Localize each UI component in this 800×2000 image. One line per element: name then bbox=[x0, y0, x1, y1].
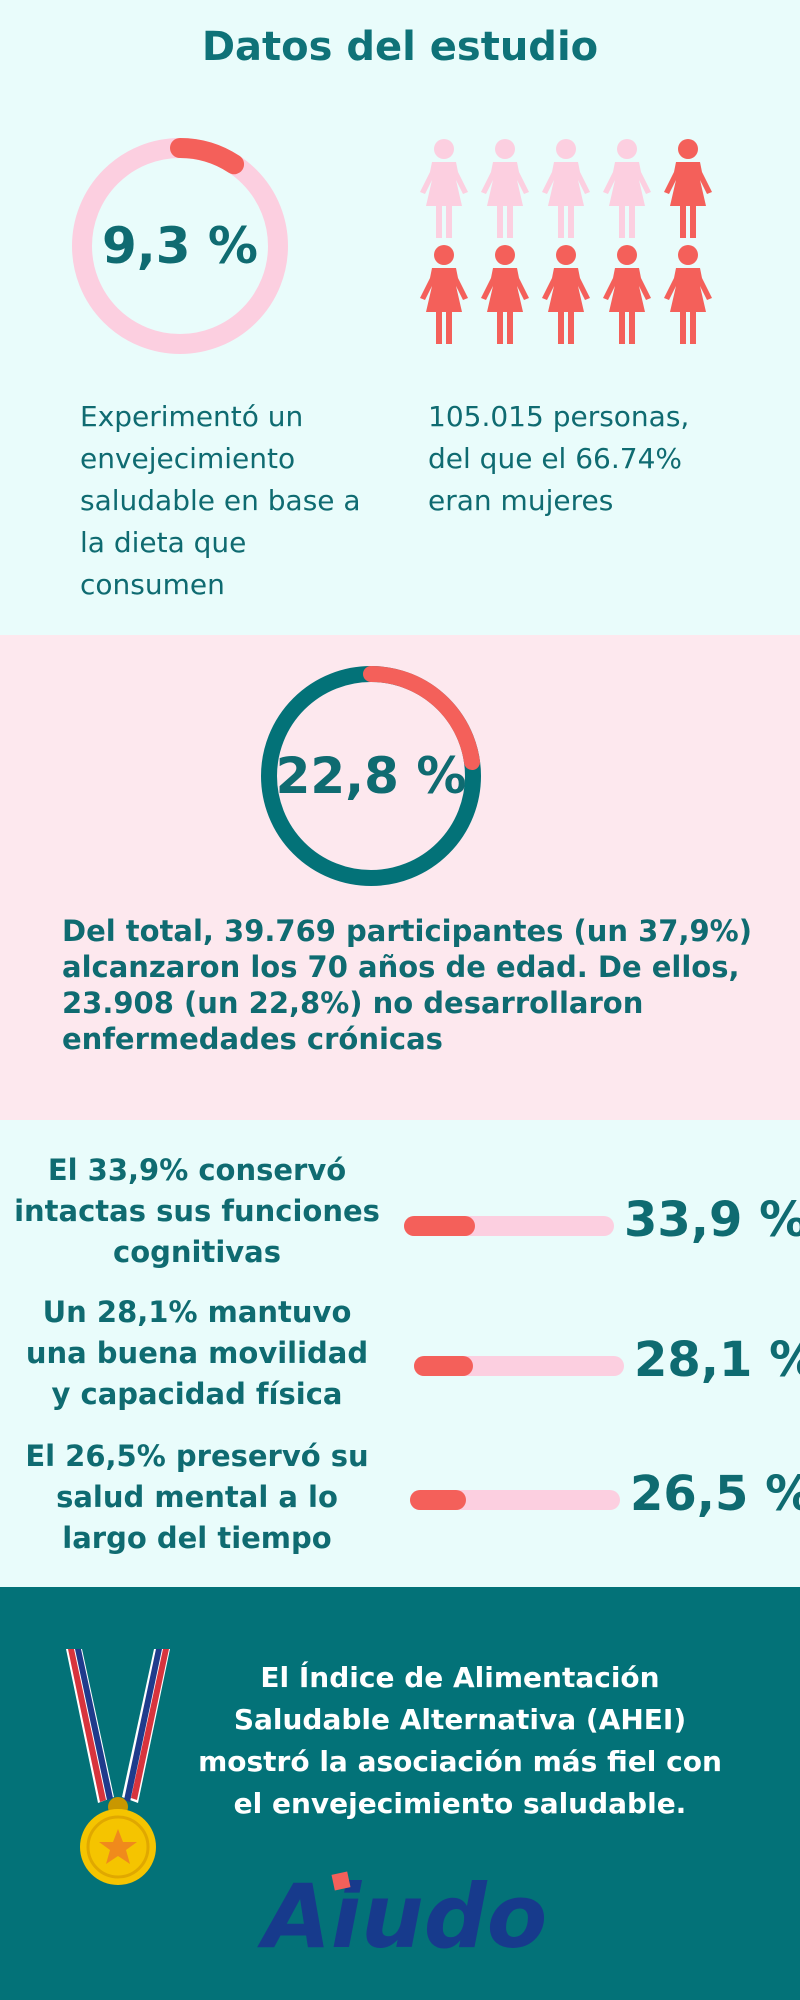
outcome-text: Un 28,1% mantuvo una buena movilidad y c… bbox=[25, 1295, 369, 1411]
progress-bar-track bbox=[414, 1356, 624, 1376]
medal-icon bbox=[66, 1649, 170, 1885]
ahei-description: El Índice de Alimentación Saludable Alte… bbox=[198, 1661, 722, 1820]
woman-figure-icon bbox=[420, 245, 468, 344]
star-icon bbox=[99, 1829, 137, 1864]
ribbon-stripe-red bbox=[68, 1649, 106, 1802]
outcome-row-cognitive: El 33,9% conservó intactas sus funciones… bbox=[0, 1150, 800, 1270]
logo-wordmark: Aiudo bbox=[257, 1865, 547, 1968]
study-data-section: Datos del estudio 9,3 % Experimentó un e… bbox=[0, 0, 800, 635]
outcome-row-mental-health: El 26,5% preservó su salud mental a lo l… bbox=[0, 1436, 800, 1556]
woman-figure-icon bbox=[664, 245, 712, 344]
ribbon-stripe-red bbox=[131, 1649, 169, 1800]
woman-figure-icon bbox=[481, 139, 529, 238]
outcome-percent: 26,5 % bbox=[630, 1466, 800, 1522]
page-title: Datos del estudio bbox=[201, 24, 599, 70]
chronic-disease-section: 22,8 % Del total, 39.769 participantes (… bbox=[0, 635, 800, 1120]
logo-dot bbox=[331, 1871, 351, 1891]
medal-inner-ring bbox=[86, 1815, 150, 1879]
ring-percent-label: 22,8 % bbox=[275, 747, 467, 805]
progress-bar-track bbox=[410, 1490, 620, 1510]
ring-percent-label: 9,3 % bbox=[101, 217, 259, 275]
ring-chart-svg bbox=[261, 666, 481, 886]
ring-progress-arc bbox=[261, 666, 481, 886]
woman-figure-icon bbox=[542, 245, 590, 344]
outcomes-section: El 33,9% conservó intactas sus funciones… bbox=[0, 1120, 800, 1587]
ribbon-stripe-blue bbox=[75, 1649, 113, 1800]
ribbon-stripe-blue bbox=[124, 1649, 162, 1802]
outcome-text: El 33,9% conservó intactas sus funciones… bbox=[14, 1153, 380, 1269]
ring-chart-svg bbox=[72, 138, 288, 354]
progress-bar-track bbox=[404, 1216, 614, 1236]
ring-chart-no-chronic-disease: 22,8 % bbox=[258, 663, 484, 889]
chronic-disease-description: Del total, 39.769 participantes (un 37,9… bbox=[62, 914, 752, 1056]
people-pictogram bbox=[418, 138, 714, 348]
progress-bar-fill bbox=[410, 1490, 466, 1510]
aiudo-logo: Aiudo bbox=[257, 1865, 547, 1968]
progress-bar-fill bbox=[404, 1216, 476, 1236]
outcome-percent: 33,9 % bbox=[624, 1192, 800, 1248]
outcome-text: El 26,5% preservó su salud mental a lo l… bbox=[25, 1439, 369, 1555]
woman-figure-icon bbox=[603, 245, 651, 344]
ahei-section: El Índice de Alimentación Saludable Alte… bbox=[0, 1587, 800, 2000]
ring-progress-arc bbox=[72, 138, 288, 354]
progress-bar-fill bbox=[414, 1356, 473, 1376]
woman-figure-icon bbox=[603, 139, 651, 238]
woman-figure-icon bbox=[420, 139, 468, 238]
healthy-aging-description: Experimentó un envejecimiento saludable … bbox=[80, 400, 361, 601]
woman-figure-icon bbox=[481, 245, 529, 344]
outcome-percent: 28,1 % bbox=[634, 1332, 800, 1388]
woman-figure-icon bbox=[542, 139, 590, 238]
woman-figure-icon bbox=[664, 139, 712, 238]
ring-chart-healthy-aging: 9,3 % bbox=[68, 134, 292, 358]
participants-description: 105.015 personas, del que el 66.74% eran… bbox=[428, 400, 690, 517]
outcome-row-mobility: Un 28,1% mantuvo una buena movilidad y c… bbox=[0, 1292, 800, 1412]
